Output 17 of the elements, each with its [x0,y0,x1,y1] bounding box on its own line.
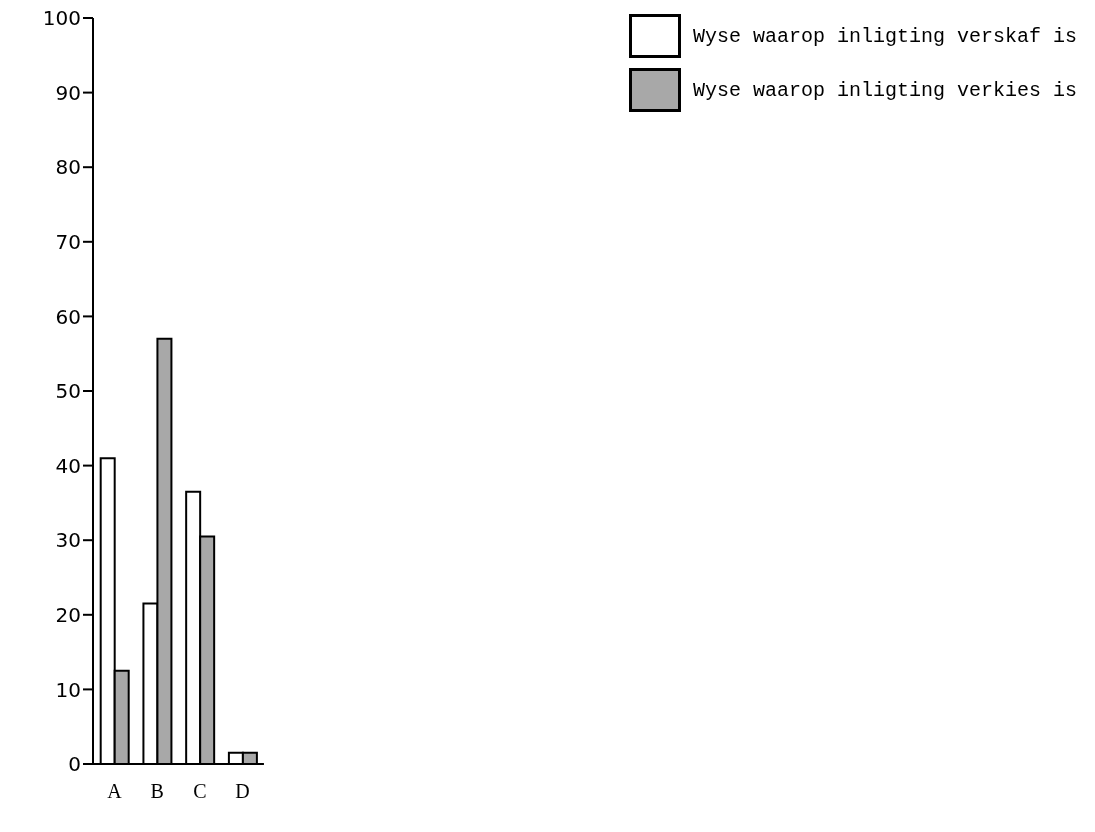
y-tick-label: 0 [68,752,81,777]
y-tick-label: 50 [55,379,81,404]
x-tick-label: C [193,780,207,803]
y-tick-label: 10 [55,677,81,702]
legend-label: Wyse waarop inligting verkies is [692,78,1077,102]
x-tick-label: D [235,780,250,803]
y-tick-label: 30 [55,528,81,553]
y-tick-label: 60 [55,304,81,329]
y-tick-label: 90 [55,80,81,105]
y-tick-label: 20 [55,602,81,627]
y-tick-label: 80 [55,155,81,180]
y-tick-label: 70 [55,229,81,254]
y-tick-label: 100 [42,6,81,31]
x-tick-label: B [150,780,164,803]
x-tick-label: A [107,780,123,803]
legend-label: Wyse waarop inligting verskaf is [692,24,1077,48]
y-tick-label: 40 [55,453,81,478]
